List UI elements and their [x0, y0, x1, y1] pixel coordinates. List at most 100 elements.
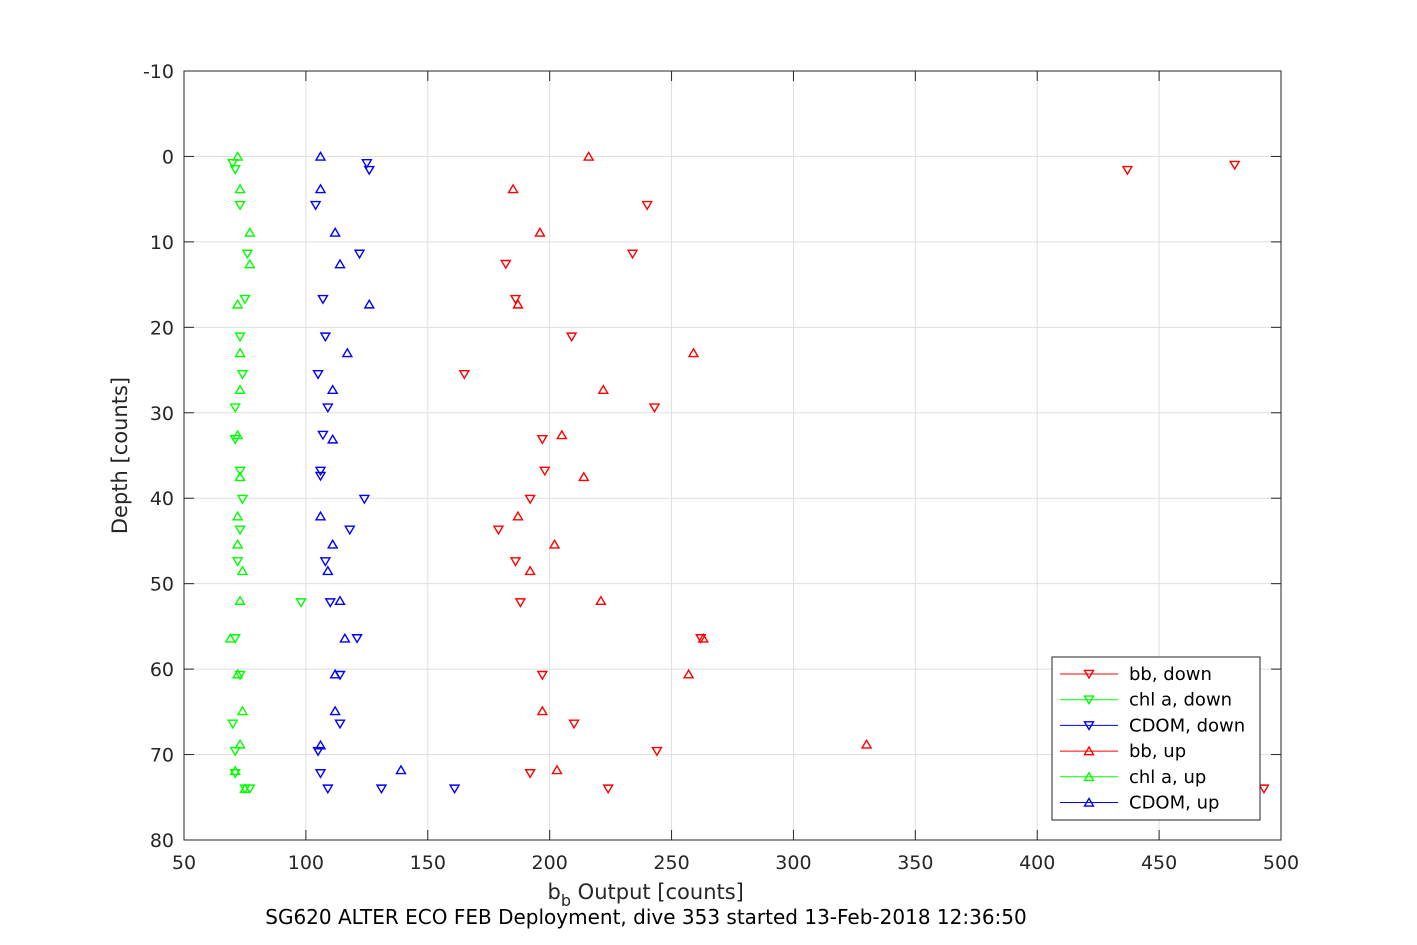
- data-point: [236, 494, 249, 505]
- data-point: [363, 298, 375, 309]
- legend-label: CDOM, up: [1129, 793, 1219, 814]
- y-tick-label: 0: [162, 146, 174, 168]
- data-point: [234, 670, 246, 681]
- legend-label: chl a, up: [1129, 767, 1206, 788]
- x-axis-label-main: b: [548, 880, 561, 904]
- data-point: [648, 403, 661, 414]
- legend-entry: CDOM, up: [1060, 793, 1219, 814]
- x-tick-label: 400: [1019, 852, 1055, 874]
- data-point: [578, 471, 590, 482]
- x-tick-label: 200: [532, 852, 568, 874]
- data-point: [536, 434, 549, 445]
- data-point: [329, 668, 341, 679]
- plot-frame: [183, 70, 1282, 841]
- data-point: [448, 784, 461, 795]
- series-2: [309, 158, 461, 795]
- data-point: [458, 370, 471, 380]
- data-point: [239, 294, 251, 305]
- data-point: [234, 384, 246, 395]
- data-point: [536, 670, 549, 681]
- data-point: [556, 429, 568, 440]
- data-point: [229, 769, 241, 779]
- data-point: [507, 183, 519, 194]
- data-point: [234, 525, 246, 536]
- data-point: [229, 765, 241, 776]
- data-point: [236, 705, 249, 716]
- data-point: [375, 784, 388, 795]
- series-5: [314, 151, 407, 775]
- legend-label: CDOM, down: [1129, 715, 1245, 736]
- series-3: [507, 151, 873, 775]
- legend-marker: [1083, 669, 1095, 680]
- data-point: [234, 200, 246, 211]
- legend-entry: CDOM, down: [1060, 715, 1245, 736]
- data-point: [317, 294, 329, 305]
- data-point: [361, 158, 373, 169]
- data-point: [358, 494, 371, 505]
- data-point: [500, 259, 512, 270]
- data-point: [536, 705, 549, 716]
- legend-label: bb, down: [1129, 664, 1212, 685]
- axis-ticks: 50 100 150 200 250 300 350 400 450 500 -10 0 10 20 30 4…: [143, 61, 1299, 874]
- data-point: [641, 200, 653, 211]
- data-point: [314, 471, 327, 482]
- data-point: [334, 719, 346, 730]
- x-tick-label: 250: [653, 852, 689, 874]
- data-point: [492, 525, 505, 536]
- data-point: [312, 746, 324, 757]
- data-point: [224, 632, 237, 643]
- data-point: [329, 705, 341, 716]
- data-point: [231, 429, 244, 440]
- data-point: [551, 764, 563, 775]
- data-point: [512, 510, 524, 521]
- data-point: [651, 746, 663, 757]
- data-point: [234, 471, 246, 482]
- data-point: [322, 784, 334, 795]
- data-point: [524, 769, 536, 779]
- x-tick-label: 300: [775, 852, 811, 874]
- data-point: [324, 598, 336, 608]
- legend-entry: bb, down: [1060, 664, 1212, 685]
- data-point: [244, 227, 256, 237]
- data-point: [534, 227, 546, 237]
- data-point: [231, 668, 244, 679]
- data-point: [602, 784, 614, 795]
- data-point: [314, 151, 327, 161]
- legend-marker: [1083, 721, 1095, 731]
- data-point: [334, 258, 346, 269]
- legend-entry: bb, up: [1060, 741, 1186, 762]
- data-point: [229, 164, 241, 175]
- data-point: [1121, 165, 1134, 176]
- legend-marker: [1083, 771, 1095, 782]
- data-point: [539, 466, 551, 477]
- x-tick-label: 350: [897, 852, 933, 874]
- data-point: [314, 466, 327, 477]
- data-point: [326, 384, 339, 395]
- legend-entry: chl a, up: [1060, 767, 1206, 788]
- x-axis-label-subscript: b: [561, 891, 571, 910]
- legend-marker: [1083, 797, 1095, 807]
- x-tick-label: 150: [410, 852, 446, 874]
- y-tick-label: 10: [150, 232, 174, 254]
- x-axis-label: bb Output [counts]: [548, 880, 744, 910]
- legend-box: [1051, 656, 1261, 821]
- data-point: [319, 557, 332, 567]
- x-axis-label-rest: Output [counts]: [571, 880, 744, 904]
- data-point: [524, 565, 536, 576]
- data-point: [353, 249, 366, 260]
- data-point: [231, 538, 244, 549]
- legend-label: bb, up: [1129, 741, 1186, 762]
- data-point: [682, 668, 695, 679]
- y-tick-label: 60: [150, 659, 174, 681]
- data-point: [565, 332, 578, 343]
- data-point: [326, 433, 339, 444]
- data-point: [509, 557, 522, 567]
- data-point: [236, 565, 249, 576]
- data-point: [231, 151, 244, 161]
- data-point: [312, 370, 324, 380]
- data-point: [295, 598, 307, 608]
- x-tick-label: 50: [172, 852, 196, 874]
- data-point: [234, 332, 246, 343]
- data-point: [234, 595, 246, 606]
- legend-label: chl a, down: [1129, 690, 1232, 711]
